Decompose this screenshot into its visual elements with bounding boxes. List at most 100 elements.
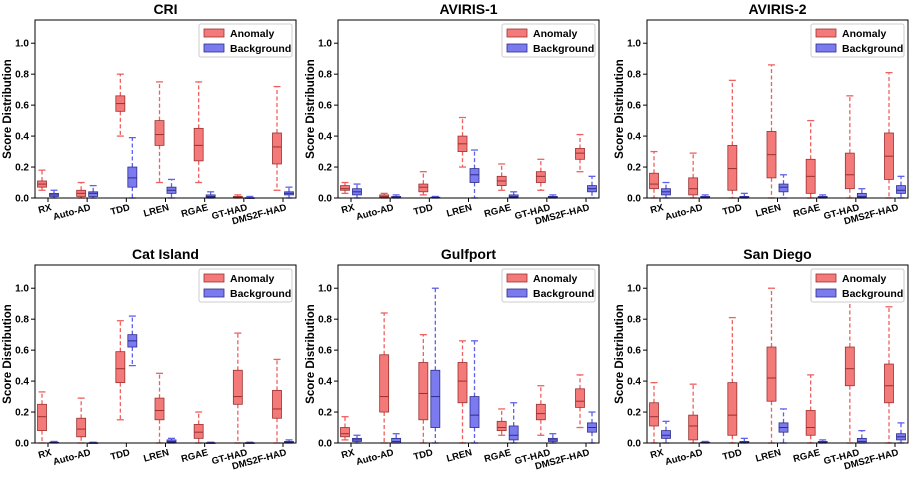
anomaly-box bbox=[272, 132, 282, 165]
x-tick-label: TDD bbox=[109, 447, 131, 463]
y-tick-label: 0.8 bbox=[627, 315, 641, 326]
x-tick-label: TDD bbox=[721, 447, 743, 463]
x-tick-label: RGAE bbox=[483, 202, 512, 220]
y-tick-label: 0.2 bbox=[627, 408, 641, 419]
chart-panel: Gulfport Score Distribution 0.0 0.2 0.4 0.6 0.… bbox=[305, 246, 600, 472]
chart-panel: Cat Island Score Distribution 0.0 0.2 0.4 0.6… bbox=[2, 246, 297, 472]
y-tick-label: 0.8 bbox=[318, 70, 332, 81]
y-tick-label: 0.6 bbox=[318, 101, 332, 112]
background-box bbox=[896, 185, 906, 194]
x-tick-label: TDD bbox=[412, 447, 434, 463]
background-box bbox=[469, 168, 480, 183]
legend-swatch-anomaly bbox=[203, 28, 225, 38]
anomaly-box bbox=[154, 120, 165, 146]
anomaly-box bbox=[688, 414, 699, 441]
y-tick-label: 0.4 bbox=[318, 377, 332, 388]
anomaly-box bbox=[535, 403, 546, 421]
x-tick-label: LREN bbox=[754, 447, 782, 464]
x-tick-label: TDD bbox=[412, 202, 434, 218]
anomaly-box bbox=[535, 171, 546, 183]
anomaly-box bbox=[154, 397, 165, 421]
anomaly-box bbox=[340, 185, 350, 191]
chart-panel: AVIRIS-1 Score Distribution 0.0 0.2 0.4 0.6 0.… bbox=[305, 1, 600, 227]
y-tick-label: 1.0 bbox=[318, 39, 332, 50]
x-tick-label: RX bbox=[340, 447, 356, 461]
anomaly-box bbox=[805, 410, 816, 436]
anomaly-box bbox=[649, 402, 659, 427]
x-tick-label: RGAE bbox=[792, 447, 821, 465]
x-tick-label: Auto-AD bbox=[664, 447, 704, 468]
y-axis-label: Score Distribution bbox=[2, 304, 14, 404]
chart-title: Gulfport bbox=[441, 246, 497, 262]
y-tick-label: 0.0 bbox=[627, 439, 641, 450]
y-tick-label: 0.4 bbox=[15, 132, 29, 143]
anomaly-box bbox=[649, 172, 659, 190]
legend-swatch-background bbox=[815, 288, 837, 298]
x-tick-label: Auto-AD bbox=[52, 447, 92, 468]
legend-swatch-anomaly bbox=[203, 273, 225, 283]
y-tick-label: 0.0 bbox=[318, 194, 332, 205]
y-axis-label: Score Distribution bbox=[305, 304, 317, 404]
y-tick-label: 1.0 bbox=[15, 39, 29, 50]
x-tick-label: Auto-AD bbox=[355, 202, 395, 223]
x-tick-label: LREN bbox=[142, 447, 170, 464]
x-tick-label: LREN bbox=[445, 447, 473, 464]
x-tick-label: RX bbox=[649, 202, 665, 216]
chart-panel: San Diego Score Distribution 0.0 0.2 0.4 0.6 0… bbox=[614, 246, 909, 472]
x-tick-label: Auto-AD bbox=[355, 447, 395, 468]
anomaly-box bbox=[418, 183, 429, 193]
y-tick-label: 0.2 bbox=[15, 163, 29, 174]
chart-title: CRI bbox=[153, 1, 177, 17]
legend-label-background: Background bbox=[230, 288, 291, 300]
background-box bbox=[127, 166, 138, 188]
anomaly-box bbox=[37, 403, 47, 432]
chart-title: Cat Island bbox=[132, 246, 199, 262]
legend-label-background: Background bbox=[533, 288, 594, 300]
legend-swatch-anomaly bbox=[506, 28, 528, 38]
anomaly-box bbox=[496, 420, 507, 432]
y-axis-label: Score Distribution bbox=[2, 59, 14, 159]
anomaly-box bbox=[575, 388, 585, 408]
y-tick-label: 1.0 bbox=[318, 284, 332, 295]
anomaly-box bbox=[457, 362, 468, 404]
y-tick-label: 0.6 bbox=[627, 346, 641, 357]
legend-label-anomaly: Anomaly bbox=[842, 28, 887, 40]
anomaly-box bbox=[340, 427, 350, 438]
chart-title: San Diego bbox=[743, 246, 811, 262]
background-box bbox=[88, 191, 99, 197]
chart-title: AVIRIS-1 bbox=[439, 1, 497, 17]
anomaly-box bbox=[766, 346, 777, 402]
anomaly-box bbox=[193, 424, 204, 439]
chart-panel: AVIRIS-2 Score Distribution 0.0 0.2 0.4 0.6 0.… bbox=[614, 1, 909, 227]
x-tick-label: LREN bbox=[445, 202, 473, 219]
background-box bbox=[430, 369, 441, 428]
y-tick-label: 1.0 bbox=[627, 284, 641, 295]
anomaly-box bbox=[727, 144, 738, 191]
y-tick-label: 0.6 bbox=[15, 346, 29, 357]
legend-label-background: Background bbox=[842, 43, 903, 55]
anomaly-box bbox=[884, 363, 894, 404]
legend-label-background: Background bbox=[533, 43, 594, 55]
legend-label-anomaly: Anomaly bbox=[230, 28, 275, 40]
y-tick-label: 0.6 bbox=[15, 101, 29, 112]
legend-swatch-anomaly bbox=[815, 273, 837, 283]
legend-swatch-background bbox=[506, 43, 528, 53]
y-tick-label: 0.0 bbox=[318, 439, 332, 450]
legend-label-background: Background bbox=[230, 43, 291, 55]
x-tick-label: LREN bbox=[142, 202, 170, 219]
legend-swatch-anomaly bbox=[506, 273, 528, 283]
y-tick-label: 1.0 bbox=[627, 39, 641, 50]
y-tick-label: 1.0 bbox=[15, 284, 29, 295]
chart-panel: CRI Score Distribution 0.0 0.2 0.4 0.6 0.8 1.0 R… bbox=[2, 1, 297, 227]
anomaly-box bbox=[272, 389, 282, 419]
anomaly-box bbox=[193, 127, 204, 162]
y-tick-label: 0.8 bbox=[15, 70, 29, 81]
legend-label-anomaly: Anomaly bbox=[533, 28, 578, 40]
x-tick-label: TDD bbox=[109, 202, 131, 218]
x-tick-label: RX bbox=[340, 202, 356, 216]
x-tick-label: RGAE bbox=[792, 202, 821, 220]
x-tick-label: RX bbox=[37, 202, 53, 216]
chart-title: AVIRIS-2 bbox=[748, 1, 806, 17]
anomaly-box bbox=[115, 351, 126, 384]
